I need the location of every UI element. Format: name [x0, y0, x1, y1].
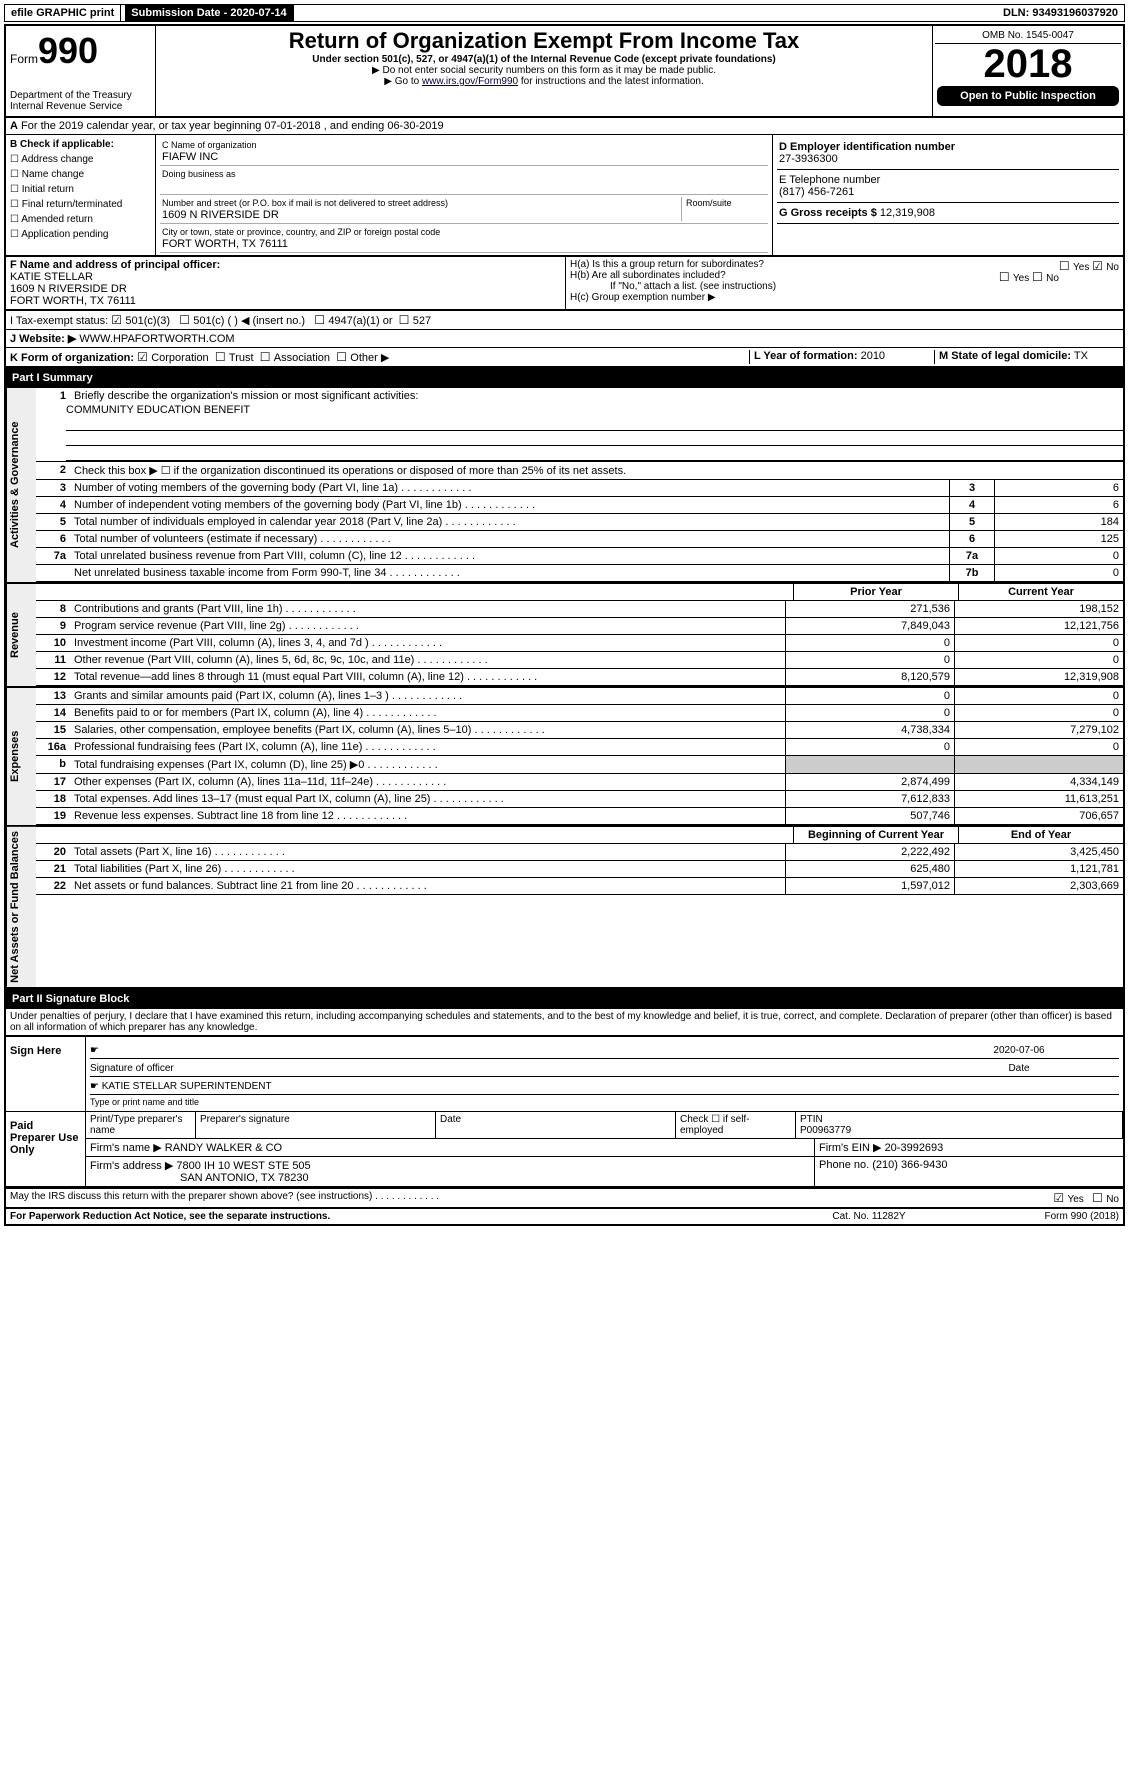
part1-summary: Activities & Governance 1Briefly describ…	[4, 388, 1125, 584]
firm-ein: 20-3992693	[885, 1142, 944, 1154]
state-domicile: TX	[1074, 350, 1088, 362]
officer-print-name: KATIE STELLAR SUPERINTENDENT	[102, 1081, 272, 1092]
i-4947[interactable]	[314, 315, 328, 327]
firm-phone: (210) 366-9430	[872, 1159, 947, 1171]
sign-here-label: Sign Here	[6, 1037, 86, 1111]
website-value: WWW.HPAFORTWORTH.COM	[79, 333, 234, 345]
prior-current-header: Prior Year Current Year	[36, 584, 1123, 601]
gross-receipts: 12,319,908	[880, 207, 935, 219]
footer-row: For Paperwork Reduction Act Notice, see …	[4, 1209, 1125, 1226]
k-other[interactable]	[336, 352, 350, 364]
revenue-row: 12Total revenue—add lines 8 through 11 (…	[36, 669, 1123, 686]
i-527[interactable]	[399, 315, 413, 327]
revenue-row: 8Contributions and grants (Part VIII, li…	[36, 601, 1123, 618]
submission-box: Submission Date - 2020-07-14	[125, 5, 293, 21]
revenue-row: 10Investment income (Part VIII, column (…	[36, 635, 1123, 652]
hb-no[interactable]	[1032, 273, 1046, 284]
summary-row: 5Total number of individuals employed in…	[36, 514, 1123, 531]
officer-name: KATIE STELLAR	[10, 271, 93, 283]
expense-row: 16aProfessional fundraising fees (Part I…	[36, 739, 1123, 756]
k-corp[interactable]	[137, 352, 151, 364]
ptin-value: P00963779	[800, 1125, 851, 1136]
k-trust[interactable]	[215, 352, 229, 364]
firm-name: RANDY WALKER & CO	[165, 1142, 282, 1154]
expense-row: 18Total expenses. Add lines 13–17 (must …	[36, 791, 1123, 808]
mission-text: COMMUNITY EDUCATION BENEFIT	[36, 404, 1123, 416]
tax-period: A For the 2019 calendar year, or tax yea…	[4, 118, 1125, 135]
netassets-row: 21Total liabilities (Part X, line 26)625…	[36, 861, 1123, 878]
netassets-row: 20Total assets (Part X, line 16)2,222,49…	[36, 844, 1123, 861]
boy-eoy-header: Beginning of Current Year End of Year	[36, 827, 1123, 844]
irs-link[interactable]: www.irs.gov/Form990	[422, 76, 518, 87]
top-bar: efile GRAPHIC print Submission Date - 20…	[4, 4, 1125, 22]
label-activities-governance: Activities & Governance	[6, 388, 36, 582]
revenue-row: 11Other revenue (Part VIII, column (A), …	[36, 652, 1123, 669]
ein: 27-3936300	[779, 153, 838, 165]
block-b-checkboxes: B Check if applicable: Address change Na…	[6, 135, 156, 255]
summary-row: 3Number of voting members of the governi…	[36, 480, 1123, 497]
ha-no[interactable]	[1092, 262, 1106, 273]
discuss-yes[interactable]	[1053, 1194, 1067, 1205]
org-name: FIAFW INC	[162, 151, 218, 163]
expense-row: 15Salaries, other compensation, employee…	[36, 722, 1123, 739]
open-to-public: Open to Public Inspection	[937, 86, 1119, 106]
right-identity-col: D Employer identification number27-39363…	[773, 135, 1123, 255]
k-assoc[interactable]	[260, 352, 274, 364]
expense-row: 13Grants and similar amounts paid (Part …	[36, 688, 1123, 705]
tax-year: 2018	[935, 44, 1121, 84]
subtitle-goto: ▶ Go to www.irs.gov/Form990 for instruct…	[162, 76, 926, 87]
expense-row: bTotal fundraising expenses (Part IX, co…	[36, 756, 1123, 774]
officer-group-block: F Name and address of principal officer:…	[4, 257, 1125, 311]
discuss-row: May the IRS discuss this return with the…	[4, 1189, 1125, 1209]
part1-header: Part I Summary	[4, 368, 1125, 388]
expense-row: 14Benefits paid to or for members (Part …	[36, 705, 1123, 722]
block-c-org: C Name of organizationFIAFW INC Doing bu…	[156, 135, 773, 255]
org-identity-block: B Check if applicable: Address change Na…	[4, 135, 1125, 257]
year-formation: 2010	[861, 350, 885, 362]
summary-row: Net unrelated business taxable income fr…	[36, 565, 1123, 582]
firm-address: 7800 IH 10 WEST STE 505	[176, 1160, 310, 1172]
form-header: Form990 Department of the Treasury Inter…	[4, 24, 1125, 118]
efile-graphic[interactable]: efile GRAPHIC print	[5, 5, 121, 21]
cb-final-return[interactable]: Final return/terminated	[10, 199, 122, 210]
subtitle-ssn: ▶ Do not enter social security numbers o…	[162, 65, 926, 76]
cb-name-change[interactable]: Name change	[10, 169, 84, 180]
label-expenses: Expenses	[6, 688, 36, 825]
subtitle-501c: Under section 501(c), 527, or 4947(a)(1)…	[162, 54, 926, 65]
preparer-header-row: Print/Type preparer's name Preparer's si…	[86, 1112, 1123, 1139]
label-revenue: Revenue	[6, 584, 36, 686]
perjury-statement: Under penalties of perjury, I declare th…	[4, 1009, 1125, 1037]
dln: DLN: 93493196037920	[997, 5, 1124, 21]
summary-row: 4Number of independent voting members of…	[36, 497, 1123, 514]
tax-exempt-status: I Tax-exempt status: 501(c)(3) 501(c) ( …	[4, 311, 1125, 330]
phone: (817) 456-7261	[779, 186, 854, 198]
org-street: 1609 N RIVERSIDE DR	[162, 209, 279, 221]
cb-address-change[interactable]: Address change	[10, 154, 93, 165]
i-501c3[interactable]	[111, 315, 125, 327]
i-501c[interactable]	[179, 315, 193, 327]
paid-preparer-label: Paid Preparer Use Only	[6, 1112, 86, 1186]
expense-row: 17Other expenses (Part IX, column (A), l…	[36, 774, 1123, 791]
summary-row: 6Total number of volunteers (estimate if…	[36, 531, 1123, 548]
expense-row: 19Revenue less expenses. Subtract line 1…	[36, 808, 1123, 825]
netassets-row: 22Net assets or fund balances. Subtract …	[36, 878, 1123, 895]
revenue-row: 9Program service revenue (Part VIII, lin…	[36, 618, 1123, 635]
summary-row: 7aTotal unrelated business revenue from …	[36, 548, 1123, 565]
hb-yes[interactable]	[999, 273, 1013, 284]
website-row: J Website: ▶ WWW.HPAFORTWORTH.COM	[4, 330, 1125, 348]
cb-initial-return[interactable]: Initial return	[10, 184, 74, 195]
klm-row: K Form of organization: Corporation Trus…	[4, 348, 1125, 368]
part2-header: Part II Signature Block	[4, 989, 1125, 1009]
discuss-no[interactable]	[1092, 1194, 1106, 1205]
cb-app-pending[interactable]: Application pending	[10, 229, 109, 240]
ha-yes[interactable]	[1059, 262, 1073, 273]
org-city: FORT WORTH, TX 76111	[162, 238, 288, 250]
sig-date: 2020-07-06	[919, 1045, 1119, 1056]
form-number: Form990	[10, 30, 151, 72]
form-title: Return of Organization Exempt From Incom…	[162, 28, 926, 54]
label-net-assets: Net Assets or Fund Balances	[6, 827, 36, 987]
signature-block: Sign Here ☛ 2020-07-06 Signature of offi…	[4, 1037, 1125, 1189]
dept-treasury: Department of the Treasury Internal Reve…	[10, 90, 151, 112]
cb-amended[interactable]: Amended return	[10, 214, 93, 225]
